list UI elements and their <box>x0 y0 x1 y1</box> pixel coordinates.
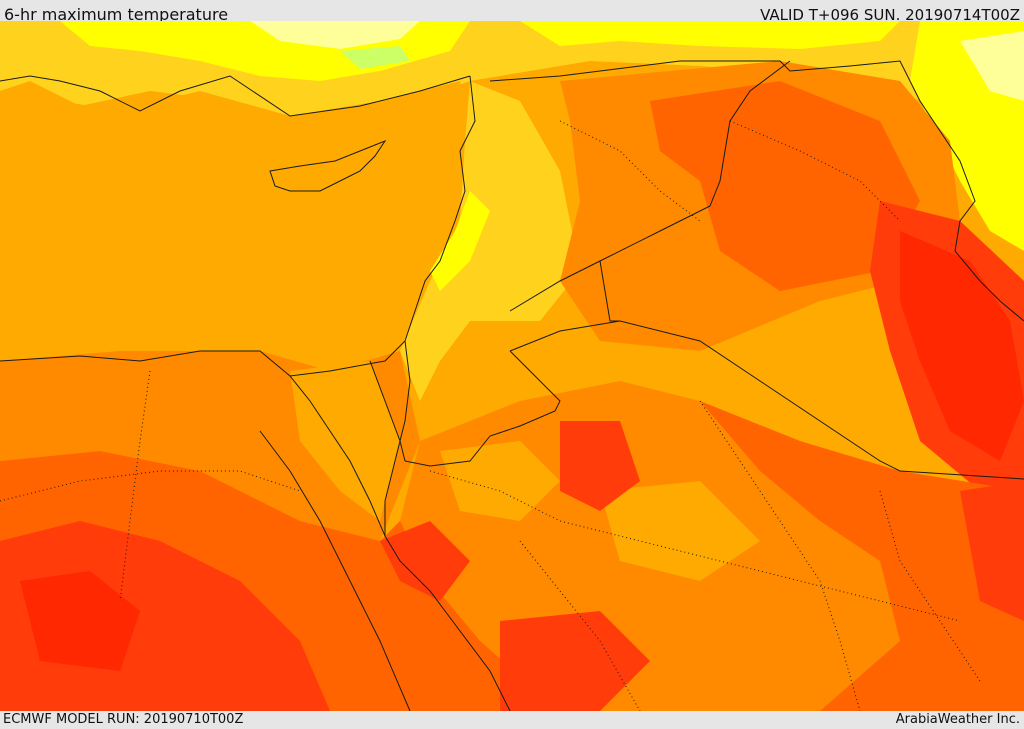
valid-time: VALID T+096 SUN. 20190714T00Z <box>760 6 1020 24</box>
south-central-red <box>500 611 650 711</box>
iraq-deep-red <box>900 231 1024 461</box>
center-red <box>560 421 640 511</box>
north-bright-yellow-2 <box>520 21 900 49</box>
mediterranean-sea <box>0 81 470 371</box>
north-pale-yellow <box>250 21 420 49</box>
footer-bar: ECMWF MODEL RUN: 20190710T00Z ArabiaWeat… <box>0 711 1024 729</box>
north-green-patch <box>340 46 410 69</box>
levant-yellow-strip <box>400 81 580 401</box>
east-red <box>960 481 1024 621</box>
sinai-gold <box>290 361 400 521</box>
map-title: 6-hr maximum temperature <box>4 5 229 24</box>
temperature-map <box>0 21 1024 711</box>
province-borders <box>0 120 981 711</box>
map-canvas <box>0 21 1024 711</box>
model-run-label: ECMWF MODEL RUN: 20190710T00Z <box>3 712 244 727</box>
country-borders <box>369 60 1024 480</box>
header-bar: 6-hr maximum temperature VALID T+096 SUN… <box>0 0 1024 24</box>
northeast-pale <box>960 31 1024 101</box>
red-sea-red <box>380 521 470 601</box>
cyprus-island <box>269 139 387 192</box>
syria-dark-orange <box>650 81 920 291</box>
southwest-deep-red <box>20 571 140 671</box>
levant-bright-strip <box>430 191 490 291</box>
arabia-gold-patch-2 <box>600 481 760 581</box>
credit-label: ArabiaWeather Inc. <box>895 712 1020 727</box>
